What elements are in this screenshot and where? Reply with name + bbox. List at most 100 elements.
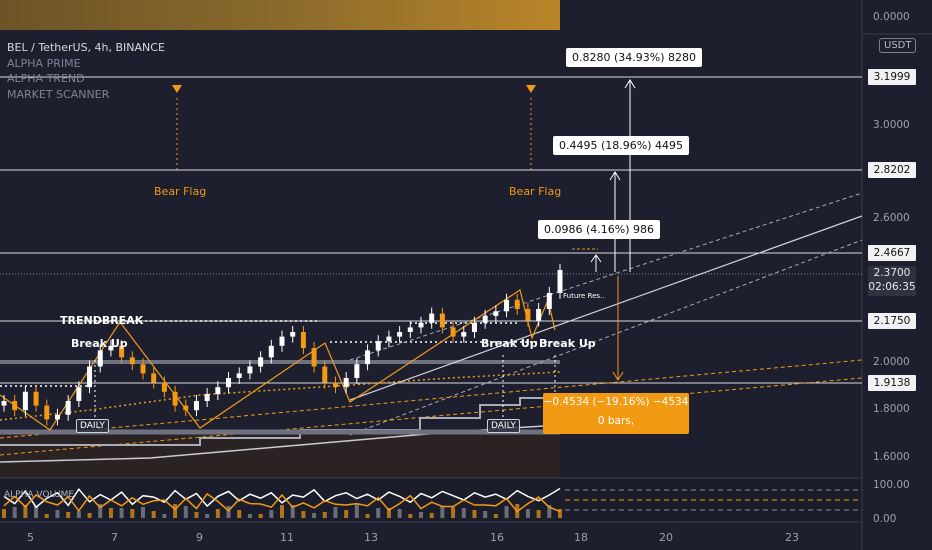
candle-body <box>471 322 477 332</box>
daily-label-1: DAILY <box>76 419 109 433</box>
candle-body <box>461 332 467 337</box>
level-3199: 3.1999 <box>868 69 916 85</box>
currency-button[interactable]: USDT <box>879 38 917 53</box>
level-2175: 2.1750 <box>868 313 916 329</box>
time-tick: 20 <box>659 531 673 544</box>
last-price: 2.3700 <box>873 267 911 279</box>
tick-2000: 2.0000 <box>873 356 910 368</box>
osc-bar <box>76 511 81 518</box>
osc-bar <box>429 513 434 518</box>
break-up-label-1: Break Up <box>71 337 128 350</box>
candle-body <box>151 373 157 383</box>
indicator-alpha-prime[interactable]: ALPHA PRIME <box>7 56 81 70</box>
indicator-alpha-trend[interactable]: ALPHA TREND <box>7 72 85 85</box>
osc-bar <box>483 511 488 518</box>
horizontal-levels <box>0 76 862 384</box>
axis-top-value: 0.0000 <box>873 11 910 23</box>
candle-body <box>397 332 403 337</box>
candle-body <box>1 401 7 406</box>
measure-box-1[interactable]: 0.8280 (34.93%) 8280 <box>566 48 703 67</box>
candle-body <box>375 341 381 351</box>
osc-bar <box>451 507 456 518</box>
osc-bar <box>344 510 349 518</box>
osc-bar <box>258 514 263 518</box>
level-1913: 1.9138 <box>868 375 916 391</box>
candle-body <box>332 382 338 388</box>
candle-body <box>311 348 317 367</box>
osc-bar <box>247 514 252 518</box>
osc-bar <box>215 509 220 518</box>
trendbreak-label: TRENDBREAK <box>60 314 144 327</box>
time-tick: 13 <box>364 531 378 544</box>
candle-body <box>119 345 125 358</box>
candle-body <box>183 405 189 411</box>
candle-body <box>65 401 71 415</box>
osc-bar <box>141 507 145 518</box>
candle-body <box>439 313 445 328</box>
osc-bar <box>547 505 552 518</box>
indicator-market-scanner[interactable]: MARKET SCANNER <box>7 87 110 101</box>
osc-line-orange <box>3 492 561 513</box>
osc-bar <box>237 510 242 518</box>
osc-bar <box>108 508 113 518</box>
candle-body <box>140 364 146 374</box>
top-oscillator-strip <box>0 0 560 30</box>
break-up-label-2: Break Up <box>481 337 538 350</box>
tick-3000: 3.0000 <box>873 119 910 131</box>
vertical-markers <box>94 355 556 425</box>
candle-body <box>343 378 349 388</box>
osc-bar <box>12 507 17 518</box>
level-2466: 2.4667 <box>868 245 916 261</box>
measure-box-2[interactable]: 0.4495 (18.96%) 4495 <box>553 136 690 155</box>
tick-1800: 1.8000 <box>873 403 910 415</box>
osc-bar <box>55 510 60 518</box>
candle-body <box>429 313 435 323</box>
osc-bar <box>419 512 423 518</box>
bear-flag-label-1: Bear Flag <box>154 185 207 198</box>
daily-label-2: DAILY <box>487 419 520 433</box>
measure-box-down[interactable]: −0.4534 (−19.16%) −4534 0 bars, <box>543 393 689 434</box>
measure-box-3[interactable]: 0.0986 (4.16%) 986 <box>538 220 661 239</box>
candle-body <box>504 299 510 312</box>
osc-bar <box>525 509 530 518</box>
candle-body <box>54 414 60 420</box>
candle-body <box>258 357 264 367</box>
candle-body <box>557 269 563 293</box>
candle-body <box>482 315 488 323</box>
candle-body <box>450 327 456 337</box>
candle-body <box>365 350 371 365</box>
osc-bar <box>173 504 178 518</box>
osc-bar <box>493 514 498 518</box>
osc-bar <box>408 514 413 518</box>
candle-body <box>536 309 542 321</box>
osc-bar <box>34 506 39 518</box>
candle-body <box>12 401 18 411</box>
candle-body <box>161 382 167 392</box>
osc-bar <box>536 510 541 518</box>
break-up-label-3: Break Up <box>539 337 596 350</box>
time-tick: 23 <box>785 531 799 544</box>
osc-bar <box>290 505 295 518</box>
osc-bar <box>354 504 359 518</box>
osc-bar <box>194 512 199 518</box>
candle-body <box>407 327 413 332</box>
candle-body <box>386 336 392 342</box>
osc-bar <box>44 514 49 518</box>
candles <box>1 263 563 426</box>
osc-bar <box>119 508 124 518</box>
osc-bar <box>312 513 317 518</box>
candle-body <box>226 378 232 388</box>
symbol-title[interactable]: BEL / TetherUS, 4h, BINANCE <box>7 41 165 54</box>
osc-bar <box>66 512 71 518</box>
osc-bar <box>23 505 28 518</box>
candle-body <box>236 373 242 378</box>
chart-legend: BEL / TetherUS, 4h, BINANCE ALPHA PRIME … <box>7 40 165 102</box>
bear-flag-markers <box>172 85 536 170</box>
candle-body <box>290 332 296 337</box>
osc-bar <box>98 504 103 518</box>
candle-body <box>172 391 178 406</box>
future-resistance-label: Future Res.. <box>563 292 605 300</box>
osc-bar <box>472 510 477 518</box>
osc-bar <box>301 511 306 518</box>
